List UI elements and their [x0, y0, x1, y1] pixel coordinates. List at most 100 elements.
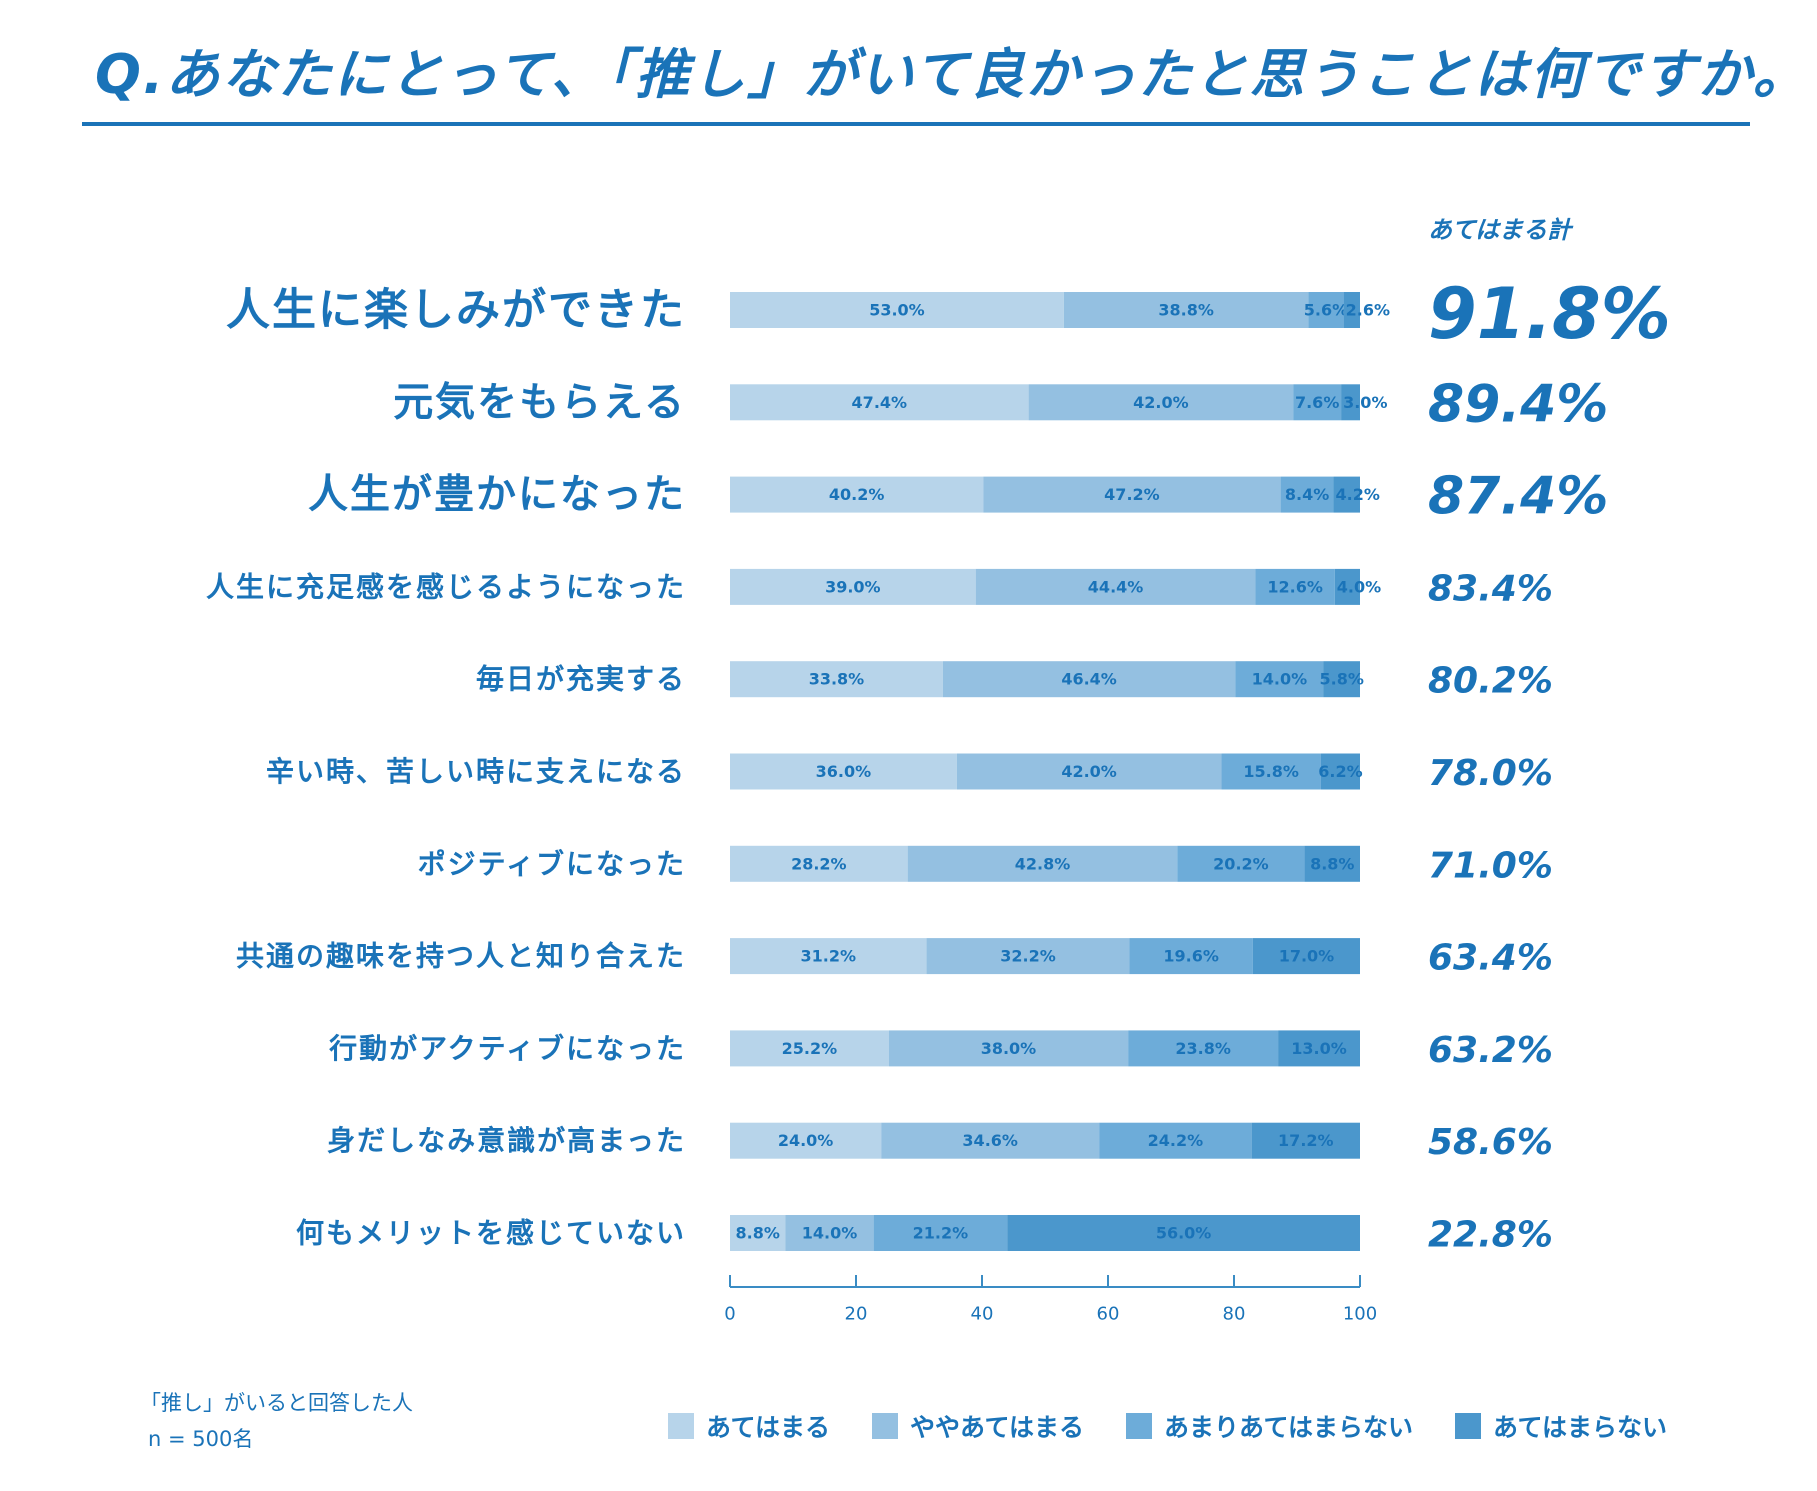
data-label: 53.0%: [869, 301, 925, 320]
data-label: 24.2%: [1148, 1131, 1204, 1150]
bar-segment: [907, 845, 1178, 882]
data-label: 5.8%: [1320, 670, 1364, 689]
bar-segment: [1099, 1122, 1252, 1159]
total-value: 87.4%: [1428, 467, 1608, 527]
category-label: 共通の趣味を持つ人と知り合えた: [236, 940, 686, 973]
bar-segment: [1251, 1122, 1360, 1159]
bar-segment: [956, 753, 1222, 790]
data-label: 5.6%: [1304, 301, 1348, 320]
bar-segment: [730, 568, 976, 605]
bar-segment: [1129, 938, 1253, 975]
data-label: 47.4%: [852, 393, 908, 412]
bar-segment: [1343, 292, 1360, 328]
data-label: 4.2%: [1336, 485, 1380, 504]
total-value: 63.2%: [1428, 1030, 1553, 1071]
legend-label: あてはまる: [706, 1413, 831, 1442]
data-label: 8.8%: [1310, 854, 1354, 873]
legend-item: ややあてはまる: [872, 1408, 1084, 1444]
bar-segment: [1007, 1215, 1360, 1251]
bar-segment: [983, 476, 1281, 513]
data-label: 38.8%: [1158, 301, 1214, 320]
chart-legend: あてはまる ややあてはまる あまりあてはまらない あてはまらない: [668, 1408, 1667, 1444]
bar-segment: [730, 753, 957, 790]
bar-segment: [730, 845, 908, 882]
data-label: 24.0%: [778, 1131, 834, 1150]
legend-item: あてはまらない: [1455, 1408, 1667, 1444]
category-label: 人生に楽しみができた: [226, 285, 686, 336]
bar-segment: [730, 476, 984, 513]
bar-segment: [730, 938, 927, 975]
title-underline: [82, 122, 1750, 126]
bar-segment: [888, 1030, 1129, 1067]
bar-segment: [730, 1030, 889, 1067]
legend-label: あまりあてはまらない: [1164, 1413, 1414, 1442]
data-label: 42.8%: [1015, 854, 1071, 873]
data-label: 40.2%: [829, 485, 885, 504]
x-tick-label: 0: [724, 1304, 735, 1325]
bar-segment: [1333, 476, 1360, 513]
data-label: 28.2%: [791, 854, 847, 873]
data-label: 56.0%: [1156, 1224, 1212, 1243]
data-label: 14.0%: [802, 1224, 858, 1243]
category-label: 元気をもらえる: [393, 379, 686, 425]
category-label: 行動がアクティブになった: [328, 1032, 686, 1065]
category-label: 人生に充足感を感じるようになった: [206, 570, 686, 603]
legend-swatch: [1126, 1413, 1153, 1439]
total-value: 83.4%: [1428, 568, 1553, 609]
bar-segment: [785, 1215, 874, 1251]
data-label: 42.0%: [1133, 393, 1189, 412]
legend-swatch: [872, 1413, 899, 1439]
bar-segment: [1320, 753, 1360, 790]
bar-segment: [1341, 384, 1360, 421]
bar-segment: [942, 661, 1236, 698]
data-label: 25.2%: [782, 1039, 838, 1058]
total-value: 71.0%: [1428, 845, 1553, 886]
data-label: 47.2%: [1104, 485, 1160, 504]
data-label: 36.0%: [816, 762, 872, 781]
legend-label: ややあてはまる: [910, 1413, 1085, 1442]
data-label: 8.4%: [1285, 485, 1329, 504]
x-tick-label: 40: [971, 1304, 994, 1325]
data-label: 32.2%: [1000, 947, 1056, 966]
total-value: 91.8%: [1428, 273, 1671, 355]
bar-segment: [730, 292, 1064, 328]
bar-segment: [730, 1122, 882, 1159]
legend-label: あてはまらない: [1493, 1413, 1668, 1442]
data-label: 33.8%: [809, 670, 865, 689]
bar-segment: [1280, 476, 1334, 513]
total-value: 80.2%: [1428, 661, 1553, 702]
bar-segment: [1293, 384, 1342, 421]
data-label: 31.2%: [801, 947, 857, 966]
bar-segment: [881, 1122, 1100, 1159]
bar-segment: [975, 568, 1256, 605]
x-tick-label: 100: [1343, 1304, 1377, 1325]
total-value: 58.6%: [1428, 1122, 1553, 1163]
total-value: 78.0%: [1428, 753, 1553, 794]
sample-note: 「推し」がいると回答した人 n = 500名: [140, 1385, 413, 1457]
legend-item: あまりあてはまらない: [1126, 1408, 1413, 1444]
data-label: 6.2%: [1318, 762, 1362, 781]
data-label: 39.0%: [825, 577, 881, 596]
data-label: 34.6%: [962, 1131, 1018, 1150]
data-label: 4.0%: [1337, 577, 1381, 596]
data-label: 20.2%: [1213, 854, 1269, 873]
total-value: 63.4%: [1428, 938, 1553, 979]
bar-segment: [730, 1215, 786, 1251]
data-label: 38.0%: [981, 1039, 1037, 1058]
data-label: 7.6%: [1295, 393, 1339, 412]
bar-segment: [1278, 1030, 1360, 1067]
x-tick-label: 20: [845, 1304, 868, 1325]
data-label: 12.6%: [1267, 577, 1323, 596]
data-label: 21.2%: [913, 1224, 969, 1243]
data-label: 23.8%: [1175, 1039, 1231, 1058]
legend-item: あてはまる: [668, 1408, 830, 1444]
total-column-header: あてはまる計: [1428, 216, 1572, 244]
data-label: 13.0%: [1291, 1039, 1347, 1058]
category-label: 何もメリットを感じていない: [296, 1217, 686, 1250]
bar-segment: [1063, 292, 1309, 328]
category-label: 辛い時、苦しい時に支えになる: [266, 755, 686, 788]
data-label: 2.6%: [1346, 301, 1390, 320]
data-label: 3.0%: [1343, 393, 1387, 412]
bar-segment: [1255, 568, 1335, 605]
